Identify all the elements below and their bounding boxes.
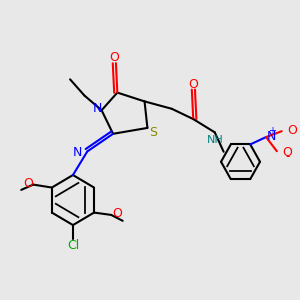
Text: O: O [282,146,292,159]
Text: N: N [267,130,276,143]
Text: O: O [110,51,119,64]
Text: N: N [73,146,82,159]
Text: -: - [286,150,290,163]
Text: N: N [93,102,102,115]
Text: NH: NH [207,135,224,145]
Text: O: O [188,78,198,91]
Text: O: O [23,177,33,190]
Text: Cl: Cl [67,239,79,252]
Text: O: O [287,124,297,137]
Text: O: O [112,207,122,220]
Text: +: + [268,126,276,136]
Text: S: S [149,126,157,139]
